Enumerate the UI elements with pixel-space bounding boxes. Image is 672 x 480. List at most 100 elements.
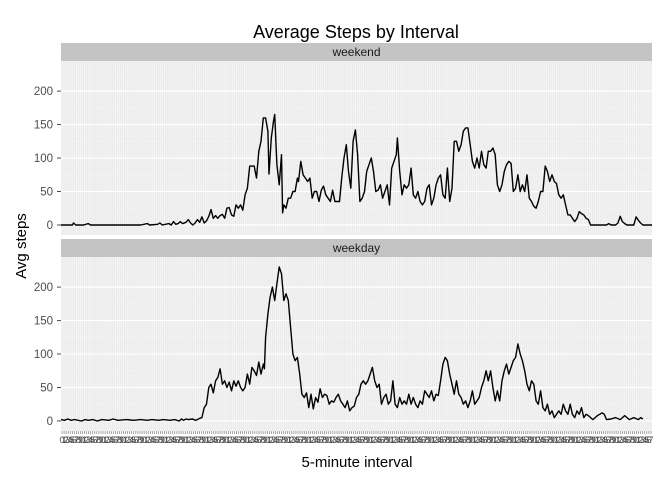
x-tick-label: 5 [213, 435, 218, 445]
panel-weekday: 0 50 100 150 200 weekday [34, 239, 652, 431]
x-tick-label: 0 [183, 435, 188, 445]
x-tick-label: 3 [312, 435, 317, 445]
x-tick-label: 7 [464, 435, 469, 445]
x-tick-label: 9 [427, 435, 432, 445]
x-tick-label: 4 [540, 435, 545, 445]
x-tick-label: 0 [593, 435, 598, 445]
x-tick-label: 4 [519, 435, 524, 445]
x-tick-label: 2 [166, 435, 171, 445]
x-tick-label: 1 [205, 435, 210, 445]
x-tick-label: 1 [185, 435, 190, 445]
y-tick-label: 0 [47, 220, 53, 232]
x-tick-label: 1 [369, 435, 374, 445]
x-tick-label: 4 [601, 435, 606, 445]
x-tick-label: 2 [454, 435, 459, 445]
x-tick-label: 2 [289, 435, 294, 445]
x-tick-label: 5 [501, 435, 506, 445]
x-tick-label: 5 [357, 435, 362, 445]
x-tick-label: 5 [542, 435, 547, 445]
x-tick-label: 0 [285, 435, 290, 445]
x-grid [61, 61, 652, 235]
x-tick-label: 3 [230, 435, 235, 445]
x-tick-label: 9 [612, 435, 617, 445]
y-tick-label: 150 [34, 120, 53, 132]
x-tick-label: 0 [101, 435, 106, 445]
x-tick-label: 0 [265, 435, 270, 445]
x-tick-label: 1 [103, 435, 108, 445]
x-tick-label: 2 [228, 435, 233, 445]
x-tick-label: 2 [474, 435, 479, 445]
x-tick-label: 8 [302, 435, 307, 445]
x-tick-label: 4 [211, 435, 216, 445]
x-tick-label: 8 [117, 435, 122, 445]
x-tick-label: 8 [220, 435, 225, 445]
x-tick-label: 0 [224, 435, 229, 445]
x-tick-label: 9 [529, 435, 534, 445]
x-tick-label: 7 [628, 435, 633, 445]
x-tick-label: 9 [365, 435, 370, 445]
x-tick-label: 5 [316, 435, 321, 445]
x-tick-label: 2 [618, 435, 623, 445]
x-tick-label: 5 [254, 435, 259, 445]
x-tick-label: 1 [431, 435, 436, 445]
x-tick-label: 8 [343, 435, 348, 445]
x-tick-label: 1 [164, 435, 169, 445]
x-tick-label: 2 [125, 435, 130, 445]
y-tick-label: 50 [40, 383, 53, 395]
x-tick-label: 4 [417, 435, 422, 445]
x-tick-label: 2 [392, 435, 397, 445]
x-tick-label: 6 [482, 435, 487, 445]
x-tick-label: 8 [363, 435, 368, 445]
y-grid [61, 270, 652, 422]
x-tick-label: 6 [503, 435, 508, 445]
x-tick-label: 8 [466, 435, 471, 445]
x-tick-label: 4 [622, 435, 627, 445]
x-tick-label: 8 [568, 435, 573, 445]
x-tick-label: 2 [310, 435, 315, 445]
x-tick-label: 1 [575, 435, 580, 445]
x-tick-label: 4 [273, 435, 278, 445]
x-tick-label: 8 [404, 435, 409, 445]
x-tick-label: 8 [445, 435, 450, 445]
strip-label: weekend [331, 45, 380, 59]
x-tick-label: 0 [326, 435, 331, 445]
x-tick-label: 7 [382, 435, 387, 445]
x-tick-label: 7 [525, 435, 530, 445]
x-tick-label: 6 [154, 435, 159, 445]
x-tick-label: 5 [193, 435, 198, 445]
strip-label: weekday [332, 241, 380, 255]
x-tick-label: 4 [560, 435, 565, 445]
x-tick-label: 9 [304, 435, 309, 445]
panel-weekend: 0 50 100 150 200 weekend [34, 43, 652, 235]
x-tick-label: 7 [587, 435, 592, 445]
x-tick-label: 6 [298, 435, 303, 445]
x-tick-label: 7 [115, 435, 120, 445]
x-tick-label: 4 [129, 435, 134, 445]
y-tick-label: 100 [34, 153, 53, 165]
x-tick-label: 6 [318, 435, 323, 445]
x-tick-label: 9 [406, 435, 411, 445]
x-tick-label: 0 [408, 435, 413, 445]
x-tick-label: 6 [380, 435, 385, 445]
x-tick-label: 4 [355, 435, 360, 445]
x-tick-label: 1 [82, 435, 87, 445]
x-tick-label: 9 [447, 435, 452, 445]
x-tick-label: 8 [548, 435, 553, 445]
x-tick-label: 5 [234, 435, 239, 445]
x-tick-label: 4 [109, 435, 114, 445]
x-tick-label: 2 [556, 435, 561, 445]
x-tick-label: 6 [72, 435, 77, 445]
x-tick-label: 1 [226, 435, 231, 445]
x-tick-label: 0 [367, 435, 372, 445]
x-tick-label: 9 [201, 435, 206, 445]
x-tick-label: 3 [517, 435, 522, 445]
x-tick-label: 6 [441, 435, 446, 445]
x-tick-label: 2 [371, 435, 376, 445]
x-tick-label: 7 [546, 435, 551, 445]
x-tick-label: 5 [378, 435, 383, 445]
x-tick-label: 5 [562, 435, 567, 445]
x-tick-label: 9 [98, 435, 103, 445]
x-tick-label: 6 [174, 435, 179, 445]
x-tick-label: 3 [291, 435, 296, 445]
x-tick-label: 0 [80, 435, 85, 445]
